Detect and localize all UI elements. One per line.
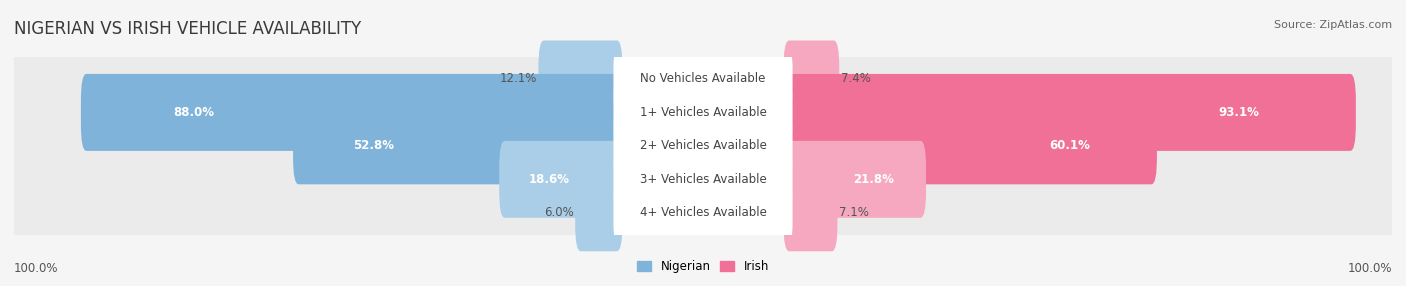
Text: Source: ZipAtlas.com: Source: ZipAtlas.com [1274,20,1392,30]
FancyBboxPatch shape [783,74,1355,151]
Text: 18.6%: 18.6% [529,173,569,186]
Text: 7.1%: 7.1% [839,206,869,219]
FancyBboxPatch shape [8,140,1398,219]
FancyBboxPatch shape [82,74,623,151]
FancyBboxPatch shape [575,174,623,251]
Text: 88.0%: 88.0% [173,106,214,119]
Text: 6.0%: 6.0% [544,206,574,219]
FancyBboxPatch shape [783,41,839,118]
FancyBboxPatch shape [783,107,1157,184]
FancyBboxPatch shape [613,185,793,241]
FancyBboxPatch shape [783,174,838,251]
FancyBboxPatch shape [8,106,1398,186]
Text: 3+ Vehicles Available: 3+ Vehicles Available [640,173,766,186]
FancyBboxPatch shape [783,141,927,218]
Text: 60.1%: 60.1% [1049,139,1090,152]
Text: NIGERIAN VS IRISH VEHICLE AVAILABILITY: NIGERIAN VS IRISH VEHICLE AVAILABILITY [14,20,361,38]
Text: No Vehicles Available: No Vehicles Available [640,72,766,86]
FancyBboxPatch shape [499,141,623,218]
FancyBboxPatch shape [613,51,793,107]
Legend: Nigerian, Irish: Nigerian, Irish [637,260,769,273]
Text: 1+ Vehicles Available: 1+ Vehicles Available [640,106,766,119]
FancyBboxPatch shape [613,85,793,140]
Text: 52.8%: 52.8% [353,139,394,152]
Text: 21.8%: 21.8% [853,173,894,186]
FancyBboxPatch shape [8,73,1398,152]
Text: 12.1%: 12.1% [499,72,537,86]
Text: 2+ Vehicles Available: 2+ Vehicles Available [640,139,766,152]
Text: 100.0%: 100.0% [1347,262,1392,275]
Text: 7.4%: 7.4% [841,72,870,86]
Text: 93.1%: 93.1% [1219,106,1260,119]
FancyBboxPatch shape [613,118,793,174]
FancyBboxPatch shape [8,173,1398,253]
Text: 100.0%: 100.0% [14,262,59,275]
FancyBboxPatch shape [8,39,1398,119]
Text: 4+ Vehicles Available: 4+ Vehicles Available [640,206,766,219]
FancyBboxPatch shape [613,152,793,207]
FancyBboxPatch shape [538,41,623,118]
FancyBboxPatch shape [292,107,623,184]
